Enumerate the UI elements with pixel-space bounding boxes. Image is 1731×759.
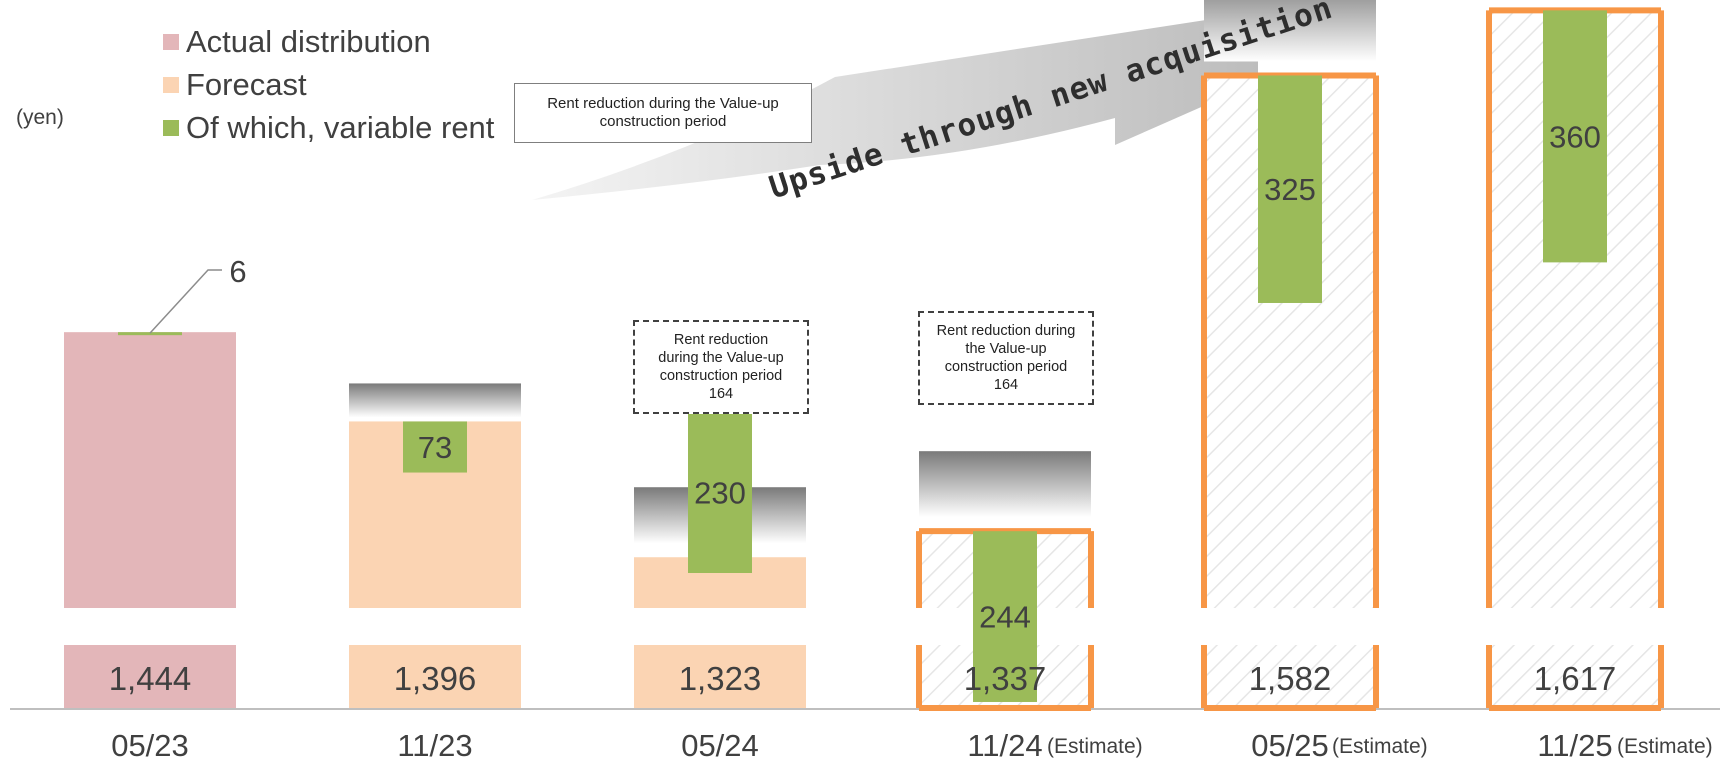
x-tick-label-0523: 05/23 — [111, 728, 189, 759]
variable-rent-label-1125: 360 — [1549, 119, 1601, 154]
bar-lower-0523 — [64, 645, 236, 708]
bar-upper-0523 — [64, 332, 236, 608]
x-tick-label-1123: 11/23 — [397, 728, 472, 759]
variable-rent-label-0525: 325 — [1264, 172, 1316, 207]
upside-arrow — [532, 12, 1258, 200]
rent-reduction-note-top: Rent reduction during the Value-up const… — [514, 83, 812, 143]
variable-rent-bar-1123 — [403, 421, 467, 473]
legend-label-actual: Actual distribution — [186, 23, 431, 59]
bar-lower-0525 — [1204, 645, 1376, 708]
total-value-label-1123: 1,396 — [394, 660, 477, 697]
legend-swatch-forecast — [163, 76, 179, 93]
rent-reduction-1124-line-2: the Value-up — [965, 341, 1047, 357]
variable-rent-label-1123: 73 — [418, 430, 452, 465]
rent-reduction-0524-value: 164 — [708, 386, 734, 402]
x-tick-label-1124: 11/24 — [967, 728, 1042, 759]
upside-fade-1123 — [349, 383, 521, 418]
rent-reduction-box-1124: Rent reduction during the Value-up const… — [918, 311, 1094, 405]
legend-swatch-actual — [163, 33, 179, 50]
bar-lower-0524 — [634, 645, 806, 708]
x-tick-suffix-0525: (Estimate) — [1332, 735, 1428, 758]
legend-label-variable-rent: Of which, variable rent — [186, 109, 495, 145]
total-value-label-0525: 1,582 — [1249, 660, 1332, 697]
variable-rent-bar-1125 — [1543, 10, 1607, 263]
x-tick-label-0525: 05/25 — [1251, 728, 1329, 759]
total-value-label-1124: 1,337 — [964, 660, 1047, 697]
rent-reduction-box-0524: Rent reduction during the Value-up const… — [633, 320, 809, 414]
x-tick-label-1125: 11/25 — [1537, 728, 1612, 759]
rent-reduction-0524-line-2: during the Value-up — [658, 350, 784, 366]
legend-swatch-variable-rent — [163, 119, 179, 136]
variable-rent-leader-0523 — [149, 269, 222, 334]
total-value-label-1125: 1,617 — [1534, 660, 1617, 697]
variable-rent-label-0524: 230 — [694, 476, 746, 511]
variable-rent-bar-0524 — [688, 412, 752, 573]
legend-item-variable-rent: Of which, variable rent — [163, 106, 494, 149]
unit-label: (yen) — [16, 106, 64, 129]
x-tick-suffix-1124: (Estimate) — [1047, 735, 1143, 758]
rent-reduction-note-top-text: Rent reduction during the Value-up const… — [547, 95, 779, 130]
total-value-label-0523: 1,444 — [109, 660, 192, 697]
variable-rent-label-1124: 244 — [979, 600, 1031, 635]
legend-item-actual: Actual distribution — [163, 20, 494, 63]
rent-reduction-1124-line-3: construction period — [944, 359, 1068, 375]
x-tick-suffix-1125: (Estimate) — [1617, 735, 1713, 758]
upside-fade-0525 — [1204, 0, 1376, 62]
legend-label-forecast: Forecast — [186, 66, 307, 102]
rent-reduction-0524-line-3: construction period — [659, 368, 783, 384]
legend-item-forecast: Forecast — [163, 63, 494, 106]
bar-lower-1125 — [1489, 645, 1661, 708]
rent-reduction-0524-line-1: Rent reduction — [673, 332, 769, 348]
variable-rent-bar-1124 — [973, 531, 1037, 702]
legend: Actual distribution Forecast Of which, v… — [163, 20, 494, 149]
rent-reduction-1124-line-1: Rent reduction during — [936, 323, 1076, 339]
total-value-label-0524: 1,323 — [679, 660, 762, 697]
rent-reduction-1124-value: 164 — [993, 377, 1019, 393]
variable-rent-bar-0525 — [1258, 75, 1322, 303]
upside-fade-1124 — [919, 451, 1091, 518]
bar-lower-1123 — [349, 645, 521, 708]
variable-rent-label-0523: 6 — [229, 254, 246, 289]
variable-rent-bar-0523 — [118, 332, 182, 336]
x-tick-label-0524: 05/24 — [681, 728, 759, 759]
